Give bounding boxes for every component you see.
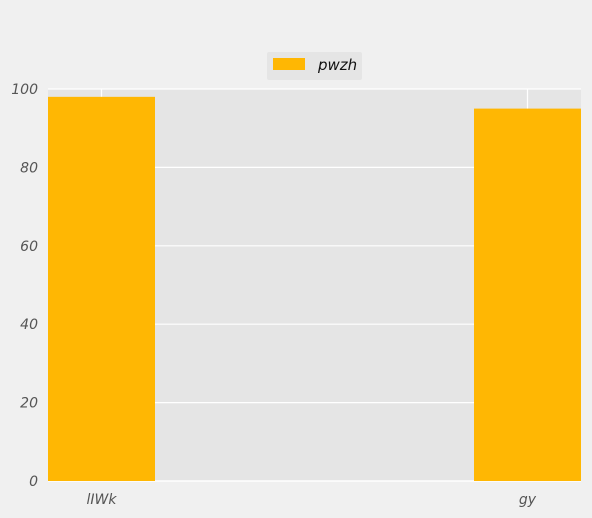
x-tick-label: lIWk — [87, 492, 118, 508]
y-tick-label: 20 — [20, 396, 38, 412]
legend-swatch — [273, 58, 305, 70]
y-tick-label: 80 — [20, 160, 38, 176]
legend-label: pwzh — [317, 56, 357, 74]
x-tick-label: gy — [519, 492, 537, 508]
bar-lIWk — [48, 96, 155, 481]
y-tick-label: 60 — [20, 239, 38, 255]
bars — [48, 96, 581, 481]
y-tick-label: 40 — [20, 317, 38, 333]
x-axis-ticks: lIWk gy — [87, 492, 537, 508]
y-tick-label: 0 — [29, 474, 38, 490]
bar-gy — [474, 108, 581, 481]
y-axis-ticks: 0 20 40 60 80 100 — [11, 82, 38, 490]
y-tick-label: 100 — [11, 82, 38, 98]
legend: pwzh — [267, 52, 362, 80]
